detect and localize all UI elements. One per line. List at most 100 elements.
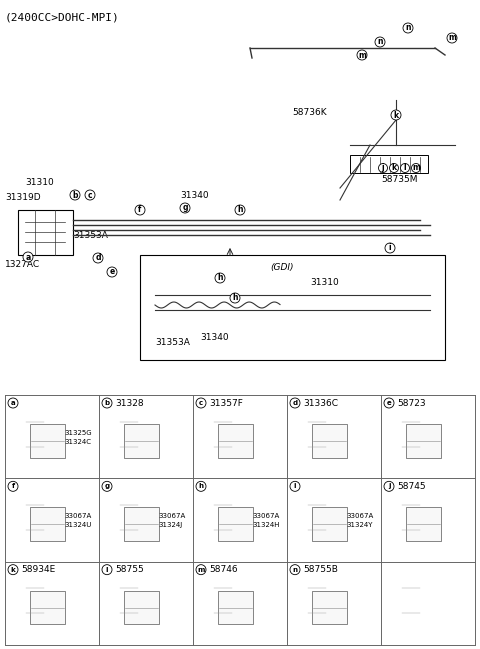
- FancyBboxPatch shape: [30, 591, 65, 624]
- Text: 58755: 58755: [115, 565, 144, 574]
- Text: n: n: [405, 23, 411, 32]
- Circle shape: [230, 293, 240, 303]
- Text: 31353A: 31353A: [155, 338, 190, 347]
- Text: m: m: [358, 51, 366, 60]
- Text: n: n: [377, 38, 383, 47]
- Text: a: a: [11, 400, 15, 406]
- Circle shape: [196, 398, 206, 408]
- Text: 33067A: 33067A: [159, 513, 186, 519]
- Circle shape: [290, 565, 300, 574]
- Circle shape: [290, 398, 300, 408]
- Text: l: l: [404, 164, 406, 173]
- Circle shape: [400, 164, 409, 173]
- Circle shape: [196, 482, 206, 491]
- Circle shape: [290, 482, 300, 491]
- Circle shape: [379, 164, 387, 173]
- Text: 33067A: 33067A: [347, 513, 374, 519]
- Circle shape: [385, 243, 395, 253]
- FancyBboxPatch shape: [312, 424, 347, 458]
- Text: d: d: [95, 254, 101, 262]
- Circle shape: [8, 482, 18, 491]
- Circle shape: [447, 33, 457, 43]
- Circle shape: [357, 50, 367, 60]
- Text: e: e: [109, 267, 115, 276]
- FancyBboxPatch shape: [124, 508, 159, 541]
- Text: 31324H: 31324H: [253, 522, 280, 528]
- FancyBboxPatch shape: [312, 508, 347, 541]
- Text: 31325G: 31325G: [65, 430, 92, 436]
- FancyBboxPatch shape: [124, 424, 159, 458]
- Circle shape: [93, 253, 103, 263]
- Circle shape: [384, 482, 394, 491]
- Circle shape: [102, 482, 112, 491]
- FancyBboxPatch shape: [30, 508, 65, 541]
- Text: c: c: [88, 191, 92, 199]
- Text: 31336C: 31336C: [303, 398, 338, 408]
- Text: 31340: 31340: [200, 333, 228, 342]
- FancyBboxPatch shape: [312, 591, 347, 624]
- Text: k: k: [11, 567, 15, 572]
- Text: b: b: [105, 400, 109, 406]
- Circle shape: [391, 110, 401, 120]
- Text: k: k: [394, 110, 398, 119]
- Text: 58755B: 58755B: [303, 565, 338, 574]
- Text: h: h: [217, 273, 223, 282]
- Circle shape: [8, 398, 18, 408]
- FancyBboxPatch shape: [406, 424, 441, 458]
- FancyBboxPatch shape: [218, 424, 253, 458]
- Text: 31340: 31340: [180, 191, 209, 200]
- Circle shape: [102, 565, 112, 574]
- Circle shape: [8, 565, 18, 574]
- Circle shape: [411, 164, 420, 173]
- Text: m: m: [412, 164, 420, 173]
- Circle shape: [23, 252, 33, 262]
- FancyBboxPatch shape: [406, 508, 441, 541]
- FancyBboxPatch shape: [18, 210, 73, 255]
- Text: h: h: [199, 484, 204, 489]
- Text: l: l: [106, 567, 108, 572]
- Text: m: m: [448, 34, 456, 42]
- Text: 31310: 31310: [310, 278, 339, 287]
- Text: 1327AC: 1327AC: [5, 260, 40, 269]
- Text: 58746: 58746: [209, 565, 238, 574]
- Text: c: c: [199, 400, 203, 406]
- Text: a: a: [25, 252, 31, 262]
- Text: 58736K: 58736K: [293, 108, 327, 117]
- Text: (GDI): (GDI): [270, 263, 293, 272]
- Circle shape: [135, 205, 145, 215]
- Text: n: n: [292, 567, 298, 572]
- Text: 33067A: 33067A: [65, 513, 92, 519]
- Circle shape: [235, 205, 245, 215]
- Text: 31353A: 31353A: [73, 231, 108, 240]
- Text: g: g: [182, 204, 188, 212]
- Text: 31324Y: 31324Y: [347, 522, 373, 528]
- Text: 58934E: 58934E: [21, 565, 55, 574]
- Text: h: h: [237, 206, 243, 215]
- Text: f: f: [138, 206, 142, 215]
- Text: j: j: [382, 164, 384, 173]
- Text: 31324J: 31324J: [159, 522, 183, 528]
- Text: 31310: 31310: [25, 178, 54, 187]
- FancyBboxPatch shape: [218, 591, 253, 624]
- Text: m: m: [197, 567, 204, 572]
- Circle shape: [384, 398, 394, 408]
- FancyBboxPatch shape: [218, 508, 253, 541]
- Text: g: g: [105, 484, 109, 489]
- Circle shape: [70, 190, 80, 200]
- Text: 31357F: 31357F: [209, 398, 243, 408]
- Circle shape: [107, 267, 117, 277]
- Text: 58723: 58723: [397, 398, 426, 408]
- Text: h: h: [232, 293, 238, 302]
- Circle shape: [215, 273, 225, 283]
- Text: b: b: [72, 191, 78, 199]
- Text: 33067A: 33067A: [253, 513, 280, 519]
- Text: d: d: [292, 400, 298, 406]
- Text: j: j: [388, 484, 390, 489]
- Text: e: e: [386, 400, 391, 406]
- Circle shape: [389, 164, 398, 173]
- Text: i: i: [294, 484, 296, 489]
- FancyBboxPatch shape: [140, 255, 445, 360]
- Circle shape: [180, 203, 190, 213]
- Text: i: i: [389, 243, 391, 252]
- Text: 58745: 58745: [397, 482, 426, 491]
